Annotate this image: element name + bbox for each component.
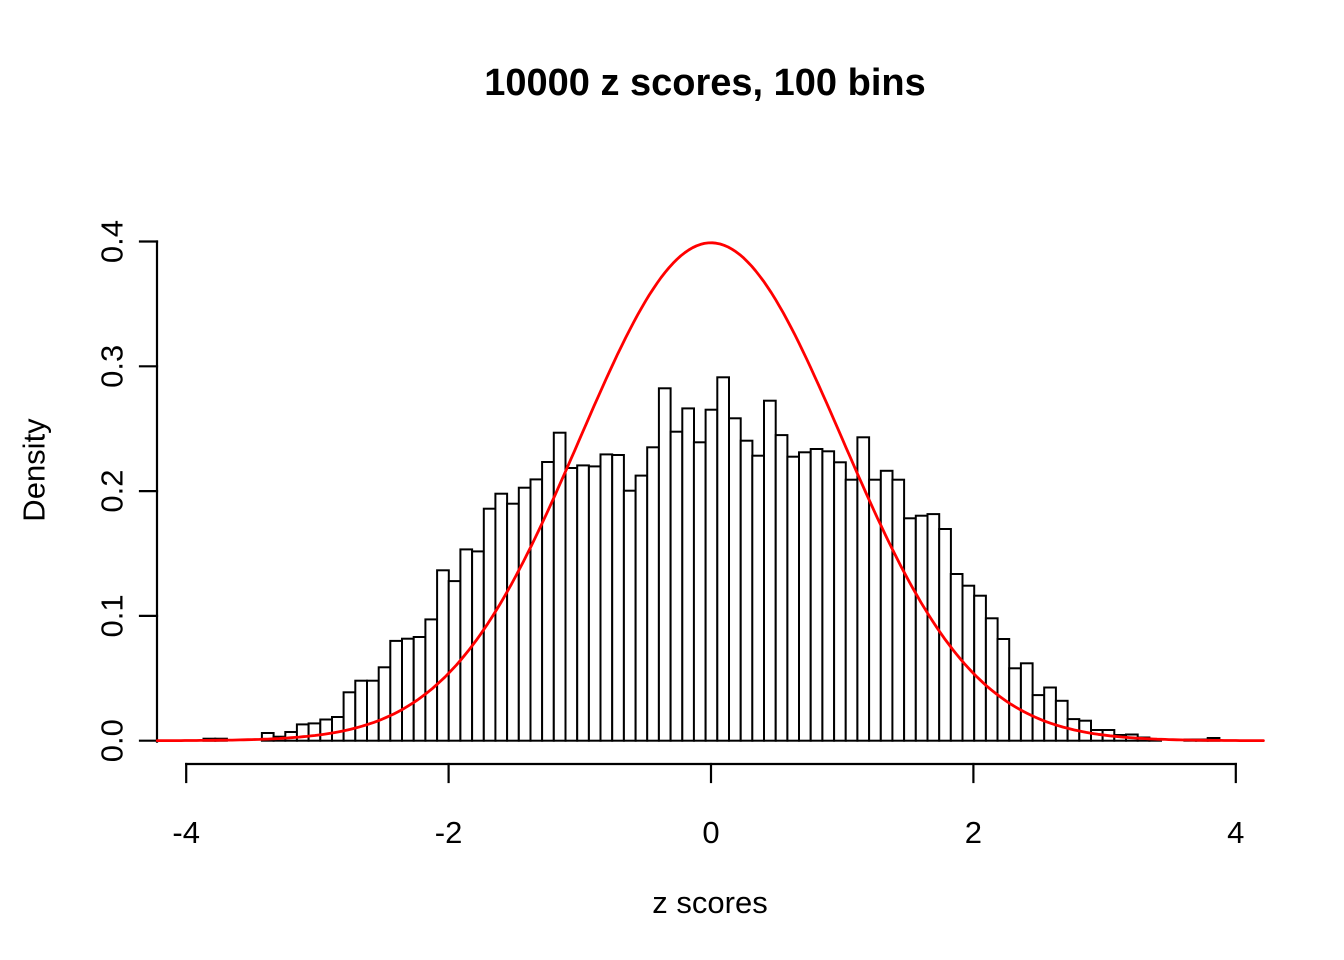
histogram-bar — [529, 478, 544, 742]
y-tick-label: 0.2 — [95, 470, 130, 513]
histogram-bar — [377, 666, 392, 742]
histogram-bar — [903, 517, 917, 742]
histogram-bar — [564, 467, 579, 742]
histogram-bar — [424, 618, 439, 742]
histogram-bar — [342, 691, 357, 742]
histogram-bar — [552, 431, 567, 742]
histogram-bar — [494, 492, 509, 742]
y-axis-label: Density — [17, 418, 52, 522]
histogram-bar — [984, 617, 999, 742]
histogram-bar — [436, 569, 450, 742]
histogram-bar — [307, 722, 322, 742]
x-axis-label: z scores — [652, 885, 767, 920]
histogram-bar — [716, 376, 730, 742]
histogram-bar — [669, 430, 684, 742]
histogram-bar — [798, 451, 812, 742]
histogram-bar — [1019, 662, 1034, 742]
histogram-bar — [914, 514, 929, 742]
axes: 0.0 0.1 0.2 0.3 0.4 -4 -2 0 2 4 — [95, 220, 1245, 850]
x-tick-label: 0 — [702, 815, 719, 850]
histogram-bar — [844, 478, 859, 742]
x-tick-label: 2 — [965, 815, 982, 850]
histogram-bar — [657, 387, 672, 742]
histogram-bar — [471, 550, 485, 742]
histogram-bar — [634, 474, 649, 742]
x-tick-label: -4 — [172, 815, 200, 850]
histogram-bar — [366, 679, 380, 742]
histogram-bar — [506, 502, 520, 742]
histogram-bar — [319, 718, 333, 742]
histogram-bar — [704, 408, 719, 742]
histogram-bar — [996, 638, 1011, 742]
histogram-bar — [856, 436, 871, 742]
normal-curve — [155, 241, 1265, 742]
histogram-bar — [973, 594, 987, 742]
histogram-bar — [354, 679, 368, 742]
chart-title: 10000 z scores, 100 bins — [484, 62, 926, 104]
histogram-bar — [576, 464, 590, 742]
histogram-bar — [389, 639, 403, 742]
histogram-bar — [728, 417, 742, 742]
histogram-bars — [202, 376, 1221, 742]
histogram-bar — [1043, 686, 1057, 742]
y-tick-label: 0.1 — [95, 594, 130, 637]
x-tick-label: -2 — [435, 815, 463, 850]
histogram-bar — [1054, 699, 1069, 742]
histogram-bar — [587, 465, 602, 742]
histogram-bar — [401, 637, 415, 742]
histogram-bar — [412, 636, 427, 742]
y-tick-label: 0.0 — [95, 719, 130, 762]
normal-curve-layer — [155, 241, 1265, 742]
histogram-bar — [786, 455, 801, 742]
histogram-bar — [891, 478, 906, 742]
x-tick-label: 4 — [1227, 815, 1244, 850]
histogram-bar — [681, 407, 695, 742]
y-tick-label: 0.4 — [95, 220, 130, 263]
histogram-bar — [751, 454, 765, 742]
histogram-bar — [646, 446, 660, 742]
histogram-bar — [599, 453, 614, 742]
histogram-bar — [879, 469, 894, 742]
histogram-bar — [774, 434, 789, 742]
histogram-bar — [763, 399, 777, 742]
histogram-bar — [833, 461, 847, 742]
histogram-bar — [331, 716, 345, 742]
histogram-bar — [739, 439, 754, 742]
histogram-bar — [611, 454, 625, 742]
histogram-bar — [692, 441, 707, 742]
histogram-bar — [517, 486, 532, 742]
y-tick-label: 0.3 — [95, 345, 130, 388]
histogram-bar — [459, 548, 474, 742]
histogram-bar — [821, 450, 836, 742]
histogram-bar — [622, 489, 637, 742]
histogram-bar — [809, 448, 824, 742]
